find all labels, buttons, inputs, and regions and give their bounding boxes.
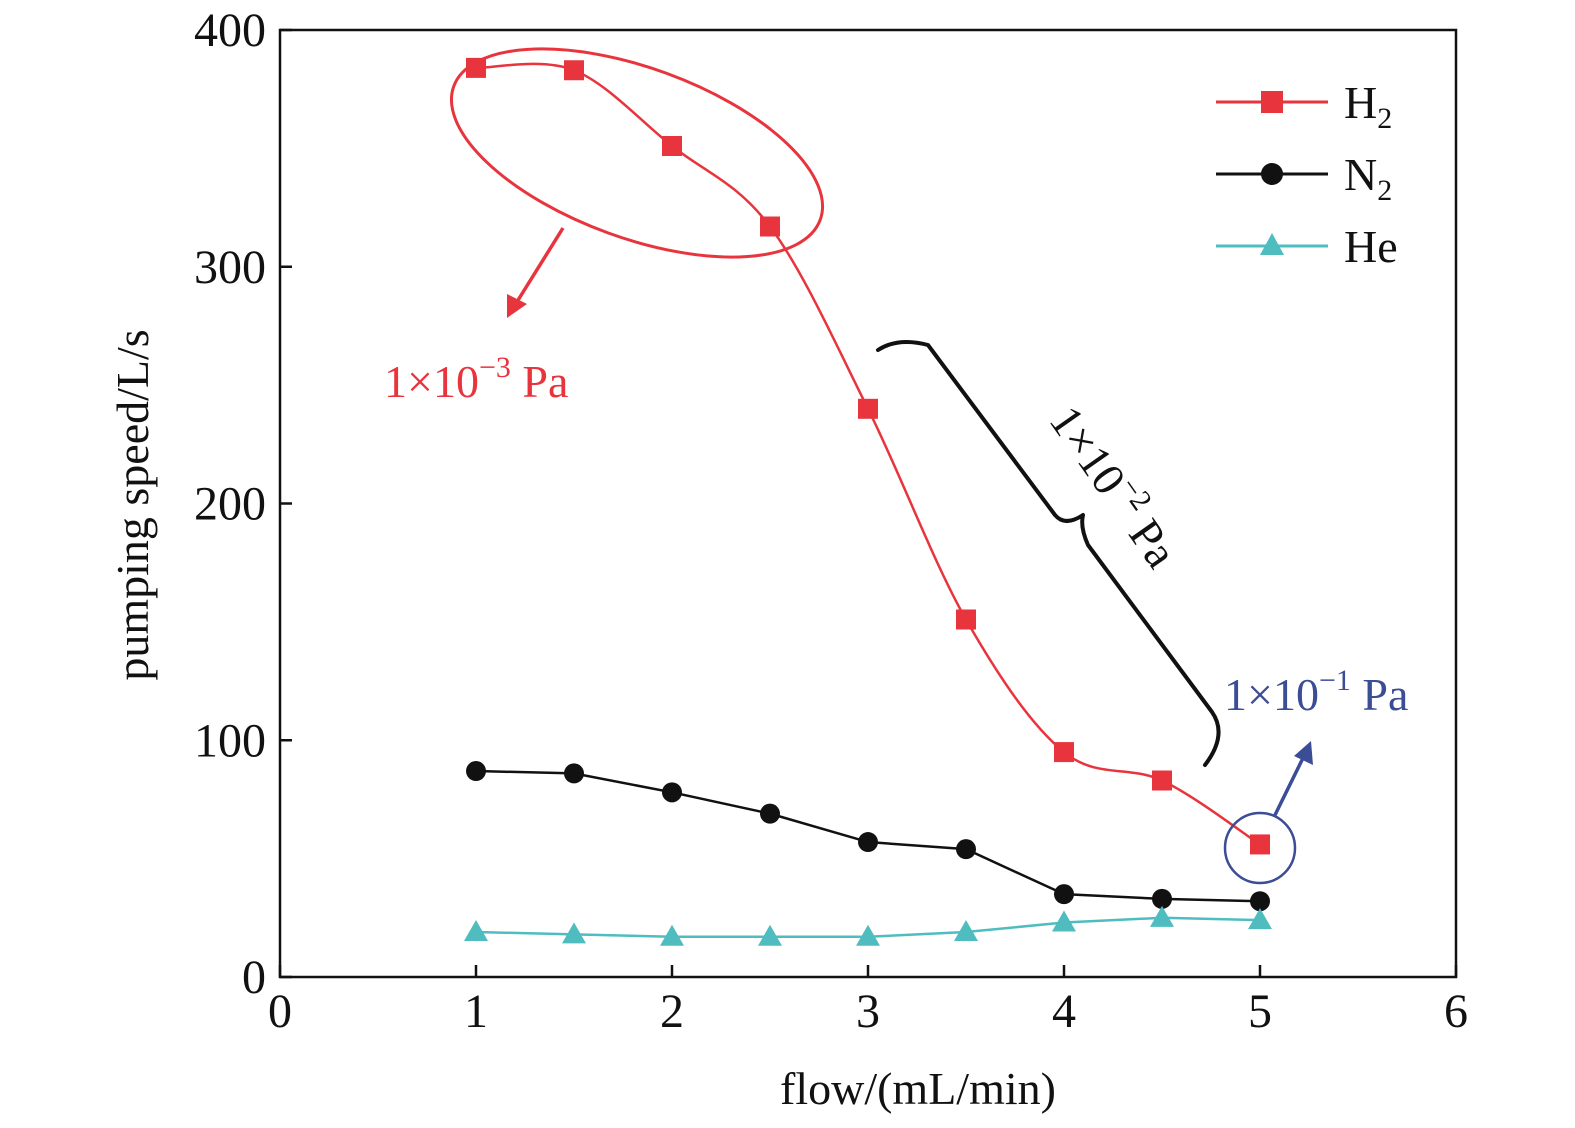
data-point-h2-4 bbox=[858, 398, 878, 419]
data-point-h2-2 bbox=[662, 136, 682, 157]
ann-red-unit: Pa bbox=[511, 356, 569, 407]
data-point-n2-3 bbox=[760, 803, 780, 824]
data-point-he-0 bbox=[464, 920, 488, 942]
annotation-text-blue: 1×10−1 Pa bbox=[1224, 664, 1408, 720]
y-tick-label-0: 0 bbox=[242, 951, 266, 1004]
legend: H2 N2 He bbox=[1216, 77, 1398, 272]
data-point-h2-1 bbox=[564, 60, 584, 81]
data-point-h2-0 bbox=[466, 57, 486, 78]
annotation-arrowhead-blue bbox=[1294, 741, 1313, 765]
ann-red-base: 1×10 bbox=[384, 356, 479, 407]
annotation-1e-1: 1×10−1 Pa bbox=[1223, 664, 1408, 885]
axis-ticks: 0 1 2 3 4 5 6 0 100 200 300 400 bbox=[194, 4, 1468, 1038]
legend-marker-h2 bbox=[1261, 91, 1283, 113]
data-point-n2-5 bbox=[956, 839, 976, 860]
data-point-he-5 bbox=[954, 920, 978, 942]
legend-h2-name: H bbox=[1344, 77, 1377, 128]
annotation-ellipse-h2 bbox=[449, 47, 825, 259]
x-tick-label-2: 2 bbox=[660, 985, 684, 1038]
annotation-arrowhead-red bbox=[507, 294, 527, 318]
x-tick-label-4: 4 bbox=[1052, 985, 1076, 1038]
ann-blue-sup: −1 bbox=[1319, 664, 1351, 697]
legend-n2-sub: 2 bbox=[1377, 174, 1392, 207]
x-axis-label: flow/(mL/min) bbox=[780, 1063, 1056, 1114]
legend-marker-he bbox=[1260, 233, 1284, 255]
annotation-text-black: 1×10−2 Pa bbox=[1040, 394, 1192, 577]
y-tick-label-100: 100 bbox=[194, 714, 266, 767]
annotation-1e-2: 1×10−2 Pa bbox=[876, 339, 1221, 767]
data-point-n2-6 bbox=[1054, 884, 1074, 905]
annotation-text-red: 1×10−3 Pa bbox=[384, 351, 568, 407]
series-markers bbox=[464, 57, 1272, 946]
ann-red-sup: −3 bbox=[479, 351, 511, 384]
data-point-n2-0 bbox=[466, 761, 486, 782]
legend-marker-n2 bbox=[1261, 163, 1283, 185]
legend-h2-sub: 2 bbox=[1377, 102, 1392, 135]
y-axis-label: pumping speed/L/s bbox=[107, 329, 158, 680]
data-point-n2-8 bbox=[1250, 891, 1270, 912]
x-tick-label-3: 3 bbox=[856, 985, 880, 1038]
legend-label-n2: N2 bbox=[1344, 149, 1392, 207]
x-tick-label-0: 0 bbox=[268, 985, 292, 1038]
data-point-he-8 bbox=[1248, 908, 1272, 930]
x-tick-label-1: 1 bbox=[464, 985, 488, 1038]
y-tick-label-400: 400 bbox=[194, 4, 266, 57]
data-point-h2-3 bbox=[760, 216, 780, 237]
legend-n2-name: N bbox=[1344, 149, 1377, 200]
data-point-n2-4 bbox=[858, 832, 878, 853]
data-point-he-1 bbox=[562, 922, 586, 944]
ann-blue-unit: Pa bbox=[1351, 669, 1409, 720]
data-point-h2-6 bbox=[1054, 742, 1074, 763]
data-point-h2-7 bbox=[1152, 770, 1172, 791]
data-point-n2-1 bbox=[564, 763, 584, 784]
annotation-arrow-red bbox=[513, 227, 565, 306]
data-point-h2-5 bbox=[956, 609, 976, 630]
y-tick-label-300: 300 bbox=[194, 241, 266, 294]
data-point-he-3 bbox=[758, 924, 782, 946]
data-point-he-2 bbox=[660, 924, 684, 946]
legend-label-he: He bbox=[1344, 221, 1398, 272]
legend-label-h2: H2 bbox=[1344, 77, 1392, 135]
x-tick-label-6: 6 bbox=[1444, 985, 1468, 1038]
annotation-brace bbox=[876, 339, 1221, 767]
series-line-h2 bbox=[475, 62, 1261, 846]
ann-black-unit: Pa bbox=[1113, 500, 1188, 576]
annotation-1e-3: 1×10−3 Pa bbox=[384, 47, 825, 407]
annotation-circle-blue bbox=[1223, 811, 1297, 885]
data-point-h2-8 bbox=[1250, 834, 1270, 855]
ann-blue-base: 1×10 bbox=[1224, 669, 1319, 720]
data-point-n2-2 bbox=[662, 782, 682, 803]
y-tick-label-200: 200 bbox=[194, 478, 266, 531]
data-point-he-6 bbox=[1052, 910, 1076, 932]
data-point-he-7 bbox=[1150, 905, 1174, 927]
x-tick-label-5: 5 bbox=[1248, 985, 1272, 1038]
data-point-he-4 bbox=[856, 924, 880, 946]
data-point-n2-7 bbox=[1152, 888, 1172, 909]
annotation-arrow-blue bbox=[1273, 757, 1305, 816]
